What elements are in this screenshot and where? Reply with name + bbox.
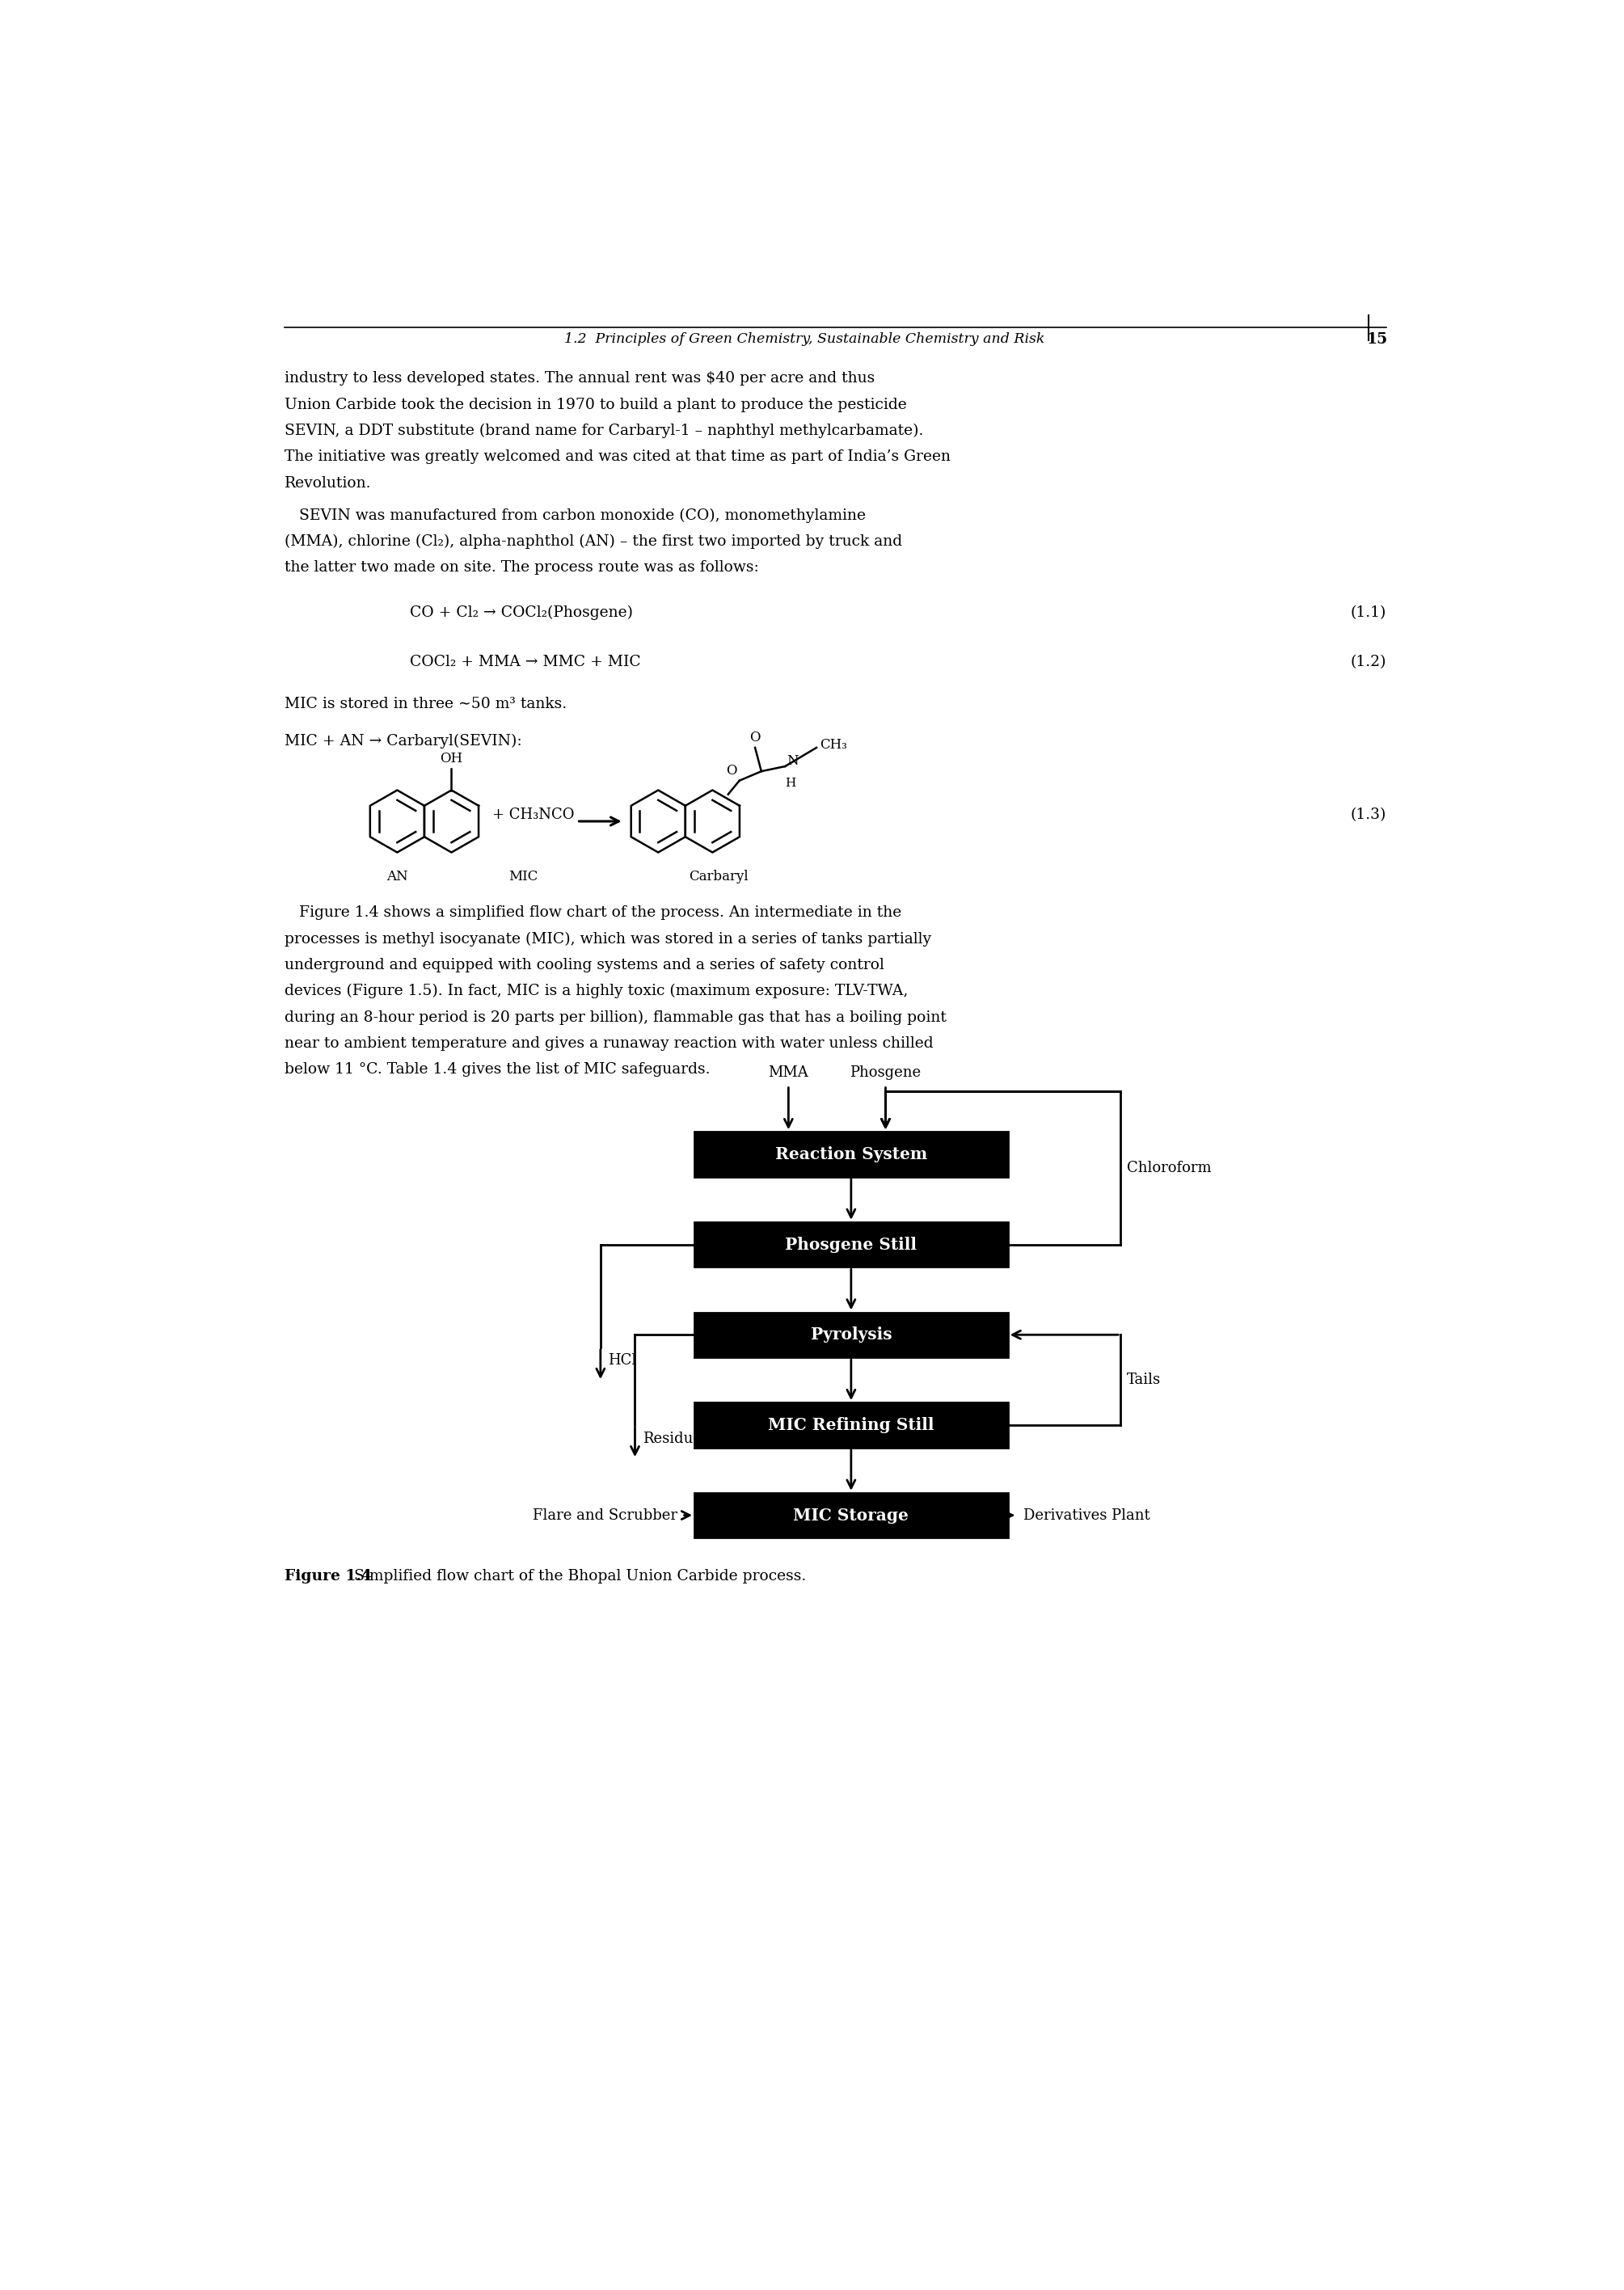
Text: Chloroform: Chloroform: [1127, 1161, 1212, 1175]
Text: COCl₂ + MMA → MMC + MIC: COCl₂ + MMA → MMC + MIC: [409, 655, 641, 669]
Text: MIC + AN → Carbaryl(SEVIN):: MIC + AN → Carbaryl(SEVIN):: [284, 735, 521, 749]
Text: O: O: [726, 765, 737, 779]
Text: Phosgene Still: Phosgene Still: [786, 1237, 918, 1253]
Text: Figure 1.4: Figure 1.4: [284, 1569, 372, 1582]
Text: Derivatives Plant: Derivatives Plant: [1023, 1509, 1150, 1523]
Text: (MMA), chlorine (Cl₂), alpha-naphthol (AN) – the first two imported by truck and: (MMA), chlorine (Cl₂), alpha-naphthol (A…: [284, 534, 903, 550]
Text: AN: AN: [387, 870, 408, 884]
Text: near to ambient temperature and gives a runaway reaction with water unless chill: near to ambient temperature and gives a …: [284, 1035, 934, 1051]
Text: Tails: Tails: [1127, 1372, 1161, 1388]
Bar: [695, 1131, 1009, 1177]
Text: CH₃: CH₃: [820, 737, 848, 751]
Text: during an 8-hour period is 20 parts per billion), flammable gas that has a boili: during an 8-hour period is 20 parts per …: [284, 1010, 947, 1024]
Text: The initiative was greatly welcomed and was cited at that time as part of India’: The initiative was greatly welcomed and …: [284, 449, 950, 465]
Text: MMA: MMA: [768, 1065, 809, 1081]
Text: Residue: Residue: [643, 1431, 702, 1445]
Text: (1.3): (1.3): [1351, 808, 1387, 822]
Text: processes is methyl isocyanate (MIC), which was stored in a series of tanks part: processes is methyl isocyanate (MIC), wh…: [284, 932, 931, 946]
Text: (1.1): (1.1): [1351, 605, 1387, 621]
Text: Revolution.: Revolution.: [284, 476, 372, 490]
Text: O: O: [750, 731, 760, 744]
Text: (1.2): (1.2): [1351, 655, 1387, 669]
Text: MIC is stored in three ∼50 m³ tanks.: MIC is stored in three ∼50 m³ tanks.: [284, 696, 567, 712]
Text: 15: 15: [1366, 332, 1387, 346]
Text: HCl: HCl: [607, 1353, 637, 1367]
Text: SEVIN, a DDT substitute (brand name for Carbaryl-1 – naphthyl methylcarbamate).: SEVIN, a DDT substitute (brand name for …: [284, 424, 924, 437]
Text: below 11 °C. Table 1.4 gives the list of MIC safeguards.: below 11 °C. Table 1.4 gives the list of…: [284, 1063, 710, 1076]
Text: Carbaryl: Carbaryl: [689, 870, 749, 884]
Text: H: H: [784, 779, 796, 788]
Text: underground and equipped with cooling systems and a series of safety control: underground and equipped with cooling sy…: [284, 957, 883, 973]
Text: N: N: [788, 753, 799, 767]
Bar: [695, 1223, 1009, 1266]
Text: MIC: MIC: [508, 870, 538, 884]
Bar: [695, 1493, 1009, 1537]
Text: Flare and Scrubber: Flare and Scrubber: [533, 1509, 677, 1523]
Text: CO + Cl₂ → COCl₂(Phosgene): CO + Cl₂ → COCl₂(Phosgene): [409, 605, 633, 621]
Text: MIC Refining Still: MIC Refining Still: [768, 1418, 934, 1434]
Text: MIC Storage: MIC Storage: [794, 1507, 909, 1523]
Text: Simplified flow chart of the Bhopal Union Carbide process.: Simplified flow chart of the Bhopal Unio…: [344, 1569, 806, 1582]
Text: devices (Figure 1.5). In fact, MIC is a highly toxic (maximum exposure: TLV-TWA,: devices (Figure 1.5). In fact, MIC is a …: [284, 985, 908, 998]
Text: Union Carbide took the decision in 1970 to build a plant to produce the pesticid: Union Carbide took the decision in 1970 …: [284, 398, 906, 412]
Text: 1.2  Principles of Green Chemistry, Sustainable Chemistry and Risk: 1.2 Principles of Green Chemistry, Susta…: [564, 332, 1044, 346]
Text: OH: OH: [440, 751, 463, 765]
Bar: [695, 1401, 1009, 1447]
Text: the latter two made on site. The process route was as follows:: the latter two made on site. The process…: [284, 561, 758, 575]
Bar: [695, 1312, 1009, 1358]
Text: Pyrolysis: Pyrolysis: [810, 1326, 892, 1342]
Text: industry to less developed states. The annual rent was $40 per acre and thus: industry to less developed states. The a…: [284, 371, 875, 385]
Text: SEVIN was manufactured from carbon monoxide (CO), monomethylamine: SEVIN was manufactured from carbon monox…: [284, 508, 866, 522]
Text: + CH₃NCO: + CH₃NCO: [492, 808, 575, 822]
Text: Figure 1.4 shows a simplified flow chart of the process. An intermediate in the: Figure 1.4 shows a simplified flow chart…: [284, 905, 901, 921]
Text: Phosgene: Phosgene: [849, 1065, 921, 1081]
Text: Reaction System: Reaction System: [775, 1147, 927, 1163]
